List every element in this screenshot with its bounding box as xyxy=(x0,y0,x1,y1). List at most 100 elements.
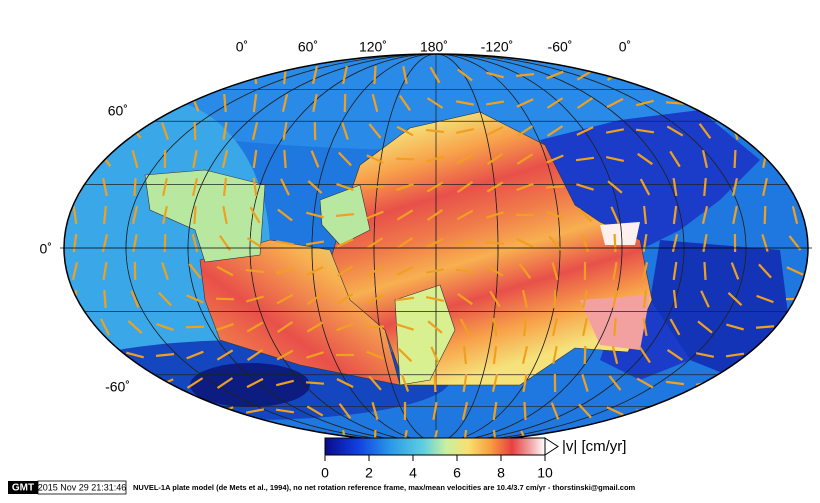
arrow xyxy=(66,435,84,442)
arrow xyxy=(396,125,414,137)
arrow xyxy=(700,290,710,308)
arrow xyxy=(338,151,352,167)
arrow xyxy=(126,351,144,359)
arrow xyxy=(462,373,468,393)
colorbar-tick-label: 2 xyxy=(365,465,373,481)
arrow xyxy=(521,345,529,365)
arrow xyxy=(666,349,684,361)
arrow xyxy=(551,262,559,280)
arrow xyxy=(695,352,715,358)
arrow xyxy=(65,408,85,414)
colorbar-tick-label: 0 xyxy=(321,465,329,481)
arrow xyxy=(758,263,772,279)
arrow xyxy=(611,289,619,309)
arrow xyxy=(398,94,412,112)
arrow xyxy=(612,261,618,281)
arrow xyxy=(336,265,354,277)
arrow xyxy=(793,93,797,113)
colorbar-tick-label: 6 xyxy=(453,465,461,481)
arrow xyxy=(606,406,624,416)
arrow xyxy=(637,152,653,166)
arrow xyxy=(130,290,140,308)
arrow xyxy=(516,125,534,137)
arrow xyxy=(245,435,265,442)
arrow xyxy=(131,205,139,225)
arrow xyxy=(368,123,382,139)
colorbar-tick-label: 4 xyxy=(409,465,417,481)
longitude-label: 180˚ xyxy=(420,39,448,55)
arrow xyxy=(246,377,264,389)
arrow xyxy=(341,122,349,140)
arrow xyxy=(786,349,804,361)
arrow xyxy=(306,351,324,359)
arrow xyxy=(578,403,592,419)
arrow xyxy=(757,67,773,83)
arrow xyxy=(456,239,474,247)
arrow xyxy=(186,434,204,442)
arrow xyxy=(726,378,744,388)
arrow xyxy=(523,401,527,421)
latitude-label: -60˚ xyxy=(105,379,130,395)
colorbar-tick-label: 10 xyxy=(537,465,553,481)
arrow xyxy=(396,209,414,221)
arrow xyxy=(703,177,707,197)
arrow xyxy=(216,323,234,331)
arrow xyxy=(65,129,85,133)
arrow xyxy=(426,97,444,109)
arrow xyxy=(396,266,414,276)
arrow xyxy=(156,71,174,79)
arrow xyxy=(69,178,81,196)
arrow xyxy=(157,95,173,111)
arrow xyxy=(277,432,293,442)
arrow xyxy=(518,263,532,279)
arrow xyxy=(433,373,437,393)
arrow xyxy=(666,407,684,415)
arrow xyxy=(635,128,655,134)
arrow xyxy=(100,318,110,336)
arrow xyxy=(426,155,444,163)
arrow xyxy=(276,349,294,361)
colorbar xyxy=(324,437,546,456)
arrow xyxy=(608,375,622,391)
arrow xyxy=(698,123,712,139)
arrow xyxy=(338,403,352,419)
arrow xyxy=(402,65,408,85)
longitude-label: -120˚ xyxy=(481,39,514,55)
arrow xyxy=(336,293,354,305)
arrow xyxy=(276,379,294,387)
arrow xyxy=(456,181,474,193)
arrow xyxy=(726,70,744,80)
arrow xyxy=(162,205,168,225)
arrow xyxy=(582,289,588,309)
map-body xyxy=(64,54,808,442)
arrow xyxy=(605,155,625,163)
longitude-labels: 0˚ 60˚ 120˚ 180˚ -120˚ -60˚ 0˚ xyxy=(236,39,631,55)
arrow xyxy=(726,433,744,442)
timestamp: 2015 Nov 29 21:31:46 xyxy=(38,482,127,492)
arrow xyxy=(276,321,294,333)
arrow xyxy=(575,156,595,162)
arrow xyxy=(252,177,258,197)
arrow xyxy=(72,233,78,253)
arrow xyxy=(191,177,199,197)
arrow xyxy=(396,323,414,331)
arrow xyxy=(246,237,264,249)
arrow xyxy=(66,377,84,389)
arrow xyxy=(426,181,444,193)
arrow xyxy=(162,177,168,197)
arrow xyxy=(701,149,709,169)
arrow xyxy=(582,317,588,337)
arrow xyxy=(186,377,204,389)
arrow xyxy=(216,349,234,361)
arrow xyxy=(756,434,774,442)
arrow xyxy=(69,346,81,364)
arrow xyxy=(761,234,769,252)
arrow xyxy=(127,320,143,334)
arrow xyxy=(730,262,740,280)
arrow xyxy=(521,289,529,309)
arrow xyxy=(95,407,115,415)
arrow xyxy=(702,233,708,253)
arrow xyxy=(306,405,324,417)
arrow xyxy=(639,346,651,364)
arrow xyxy=(366,294,384,304)
